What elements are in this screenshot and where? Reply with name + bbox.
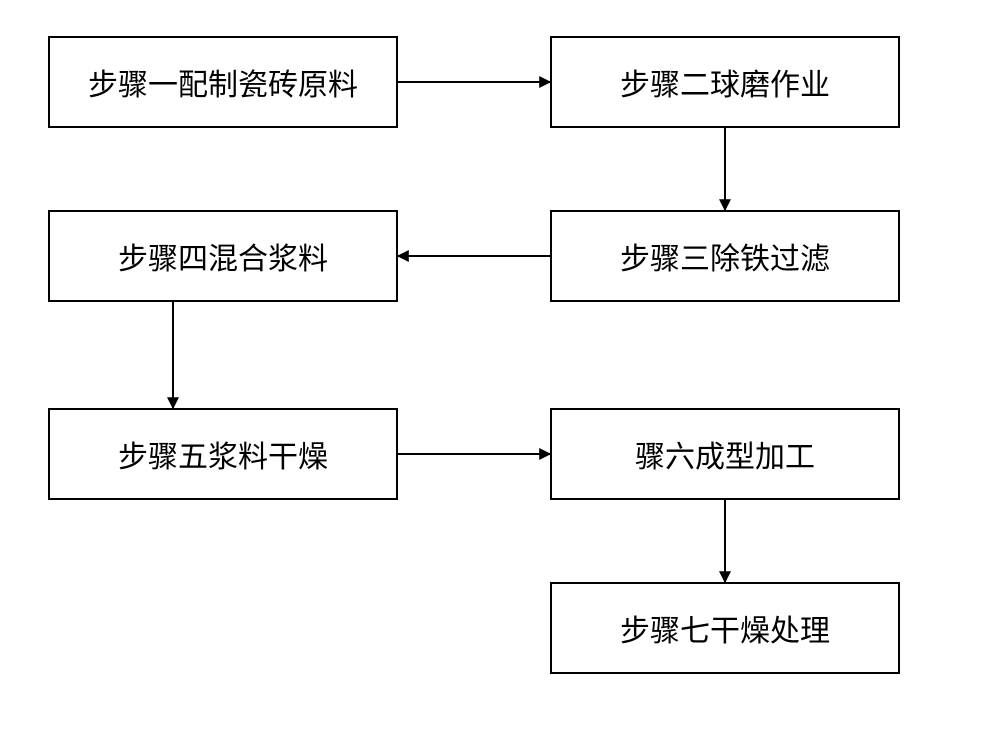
flow-node-label: 步骤三除铁过滤	[620, 234, 830, 278]
flow-node-step2: 步骤二球磨作业	[550, 36, 900, 128]
flow-node-step6: 骤六成型加工	[550, 408, 900, 500]
flow-node-label: 骤六成型加工	[635, 432, 815, 476]
flow-node-label: 步骤二球磨作业	[620, 60, 830, 104]
flow-node-label: 步骤四混合浆料	[118, 234, 328, 278]
flow-node-label: 步骤一配制瓷砖原料	[88, 60, 358, 104]
flow-node-step1: 步骤一配制瓷砖原料	[48, 36, 398, 128]
flow-node-step7: 步骤七干燥处理	[550, 582, 900, 674]
flow-node-step3: 步骤三除铁过滤	[550, 210, 900, 302]
flowchart-canvas: 步骤一配制瓷砖原料 步骤二球磨作业步骤三除铁过滤 步骤四混合浆料步骤五浆料干燥 骤六成…	[0, 0, 1000, 729]
flow-node-label: 步骤五浆料干燥	[118, 432, 328, 476]
flow-node-step4: 步骤四混合浆料	[48, 210, 398, 302]
flow-node-step5: 步骤五浆料干燥	[48, 408, 398, 500]
flow-node-label: 步骤七干燥处理	[620, 606, 830, 650]
